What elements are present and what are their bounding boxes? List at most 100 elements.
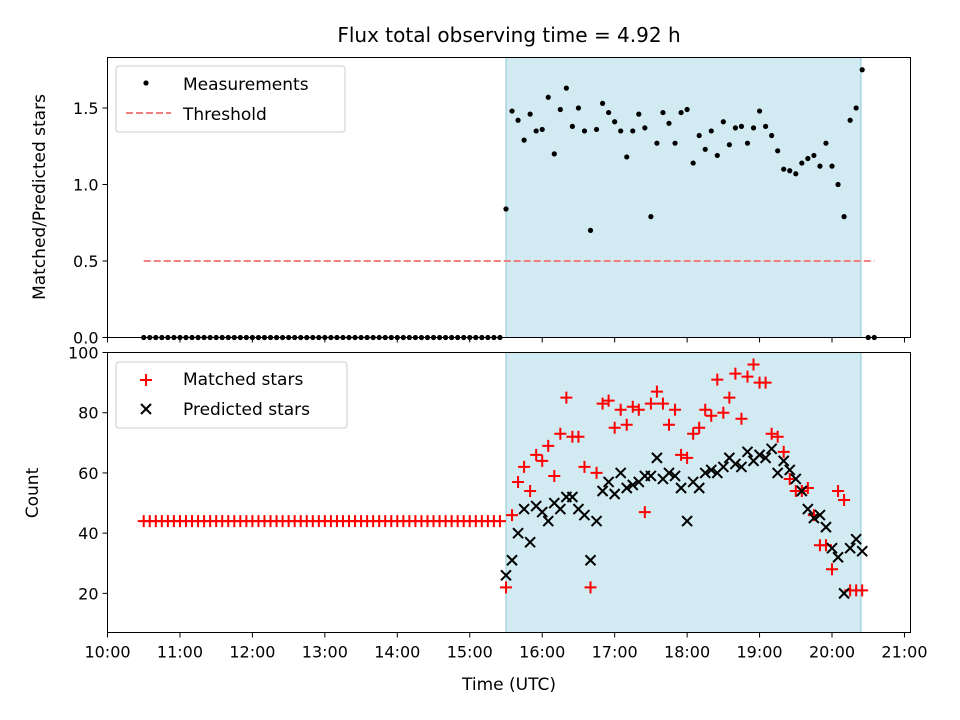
measurements-legend-label: Measurements: [183, 75, 309, 95]
top-legend-box: [115, 65, 346, 133]
predicted-star-point: [669, 470, 681, 482]
measurement-point: [557, 106, 563, 113]
matched-star-point: [759, 376, 772, 389]
x-tick-label: 17:00: [592, 643, 638, 662]
x-tick-label: 12:00: [229, 643, 275, 662]
measurement-point: [769, 132, 775, 139]
predicted-star-point: [838, 587, 850, 600]
matched-star-point: [542, 439, 555, 452]
matched-star-point: [669, 403, 682, 416]
matched-star-point: [650, 385, 663, 398]
matched-star-point: [632, 403, 645, 416]
measurement-point: [654, 140, 660, 146]
measurement-point: [666, 120, 672, 126]
measurement-point: [811, 152, 817, 159]
bottom-x-axis: 10:00 11:00 12:00 13:00 14:00 15:00 16:00 17:00…: [84, 632, 928, 662]
matched-star-point: [596, 397, 609, 410]
x-axis-label: Time (UTC): [461, 675, 556, 695]
measurement-point: [708, 128, 714, 134]
measurement-point: [606, 109, 612, 116]
measurement-point: [672, 140, 678, 146]
x-tick-label: 16:00: [519, 643, 565, 662]
matched-star-point: [681, 451, 694, 464]
measurement-point: [744, 140, 751, 146]
measurement-point: [714, 152, 720, 159]
predicted-star-point: [512, 527, 524, 539]
predicted-star-point: [808, 512, 820, 524]
matched-star-point: [711, 373, 724, 386]
matched-star-point: [554, 427, 567, 440]
measurement-point: [624, 154, 630, 160]
matched-star-point: [518, 460, 531, 473]
matched-star-point: [608, 421, 621, 434]
matched-star-point: [548, 469, 561, 482]
predicted-star-point: [778, 455, 790, 467]
matched-star-point: [856, 584, 869, 597]
predicted-stars-legend-label: Predicted stars: [183, 400, 310, 420]
predicted-star-point: [735, 461, 748, 473]
matched-star-point: [512, 475, 525, 488]
predicted-star-point: [596, 485, 609, 497]
predicted-star-point: [518, 503, 530, 515]
bottom-legend-box: [115, 361, 348, 429]
chart-title: Flux total observing time = 4.92 h: [337, 23, 680, 47]
matched-star-point: [614, 403, 627, 416]
matched-star-point: [626, 400, 639, 413]
measurement-point: [696, 132, 702, 139]
top-y-tick-label: 0.0: [73, 329, 98, 348]
measurement-point: [787, 168, 793, 174]
measurement-point: [817, 163, 823, 169]
matched-star-point: [638, 506, 651, 519]
bottom-panel: 20 40 60 80 100 10:00 11:00 12:00 13:00 14:00 15:…: [23, 344, 928, 695]
measurement-point: [853, 105, 859, 111]
x-tick-label: 11:00: [157, 643, 203, 662]
x-tick-label: 13:00: [302, 643, 348, 662]
measurement-point: [563, 85, 569, 91]
bottom-y-tick-label: 40: [78, 524, 98, 543]
matched-star-point: [584, 581, 597, 594]
bottom-plot-frame: [107, 352, 911, 633]
predicted-star-point: [590, 515, 603, 527]
measurement-point: [593, 126, 600, 133]
measurement-point: [503, 206, 509, 212]
bottom-y-tick-label: 60: [78, 464, 98, 483]
predicted-star-point: [542, 515, 554, 527]
predicted-star-point: [645, 470, 657, 482]
matched-star-point: [723, 391, 736, 404]
measurement-point: [793, 171, 799, 177]
measurement-point: [581, 128, 588, 134]
predicted-star-point: [566, 491, 579, 503]
predicted-star-point: [699, 467, 711, 479]
matched-star-point: [838, 494, 851, 507]
predicted-star-point: [627, 479, 639, 491]
measurement-point: [823, 140, 829, 146]
measurement-point: [636, 111, 642, 117]
predicted-star-point: [621, 482, 633, 494]
x-tick-label: 14:00: [374, 643, 420, 662]
measurement-point: [732, 125, 739, 131]
measurement-point: [684, 106, 690, 113]
matched-star-point: [735, 412, 748, 425]
matched-star-point: [765, 427, 778, 440]
predicted-star-point: [584, 554, 597, 566]
predicted-star-point: [614, 467, 627, 479]
measurement-point: [702, 146, 708, 152]
top-y-tick-label: 0.5: [73, 252, 98, 271]
x-tick-label: 18:00: [664, 643, 710, 662]
matched-star-point: [832, 484, 845, 497]
measurement-point: [533, 128, 539, 134]
predicted-star-point: [856, 545, 868, 557]
predicted-star-point: [814, 509, 826, 521]
predicted-star-point: [753, 449, 766, 461]
predicted-star-point: [729, 458, 742, 470]
predicted-star-point: [602, 476, 615, 488]
measurement-point: [509, 108, 515, 114]
matched-star-point: [506, 509, 519, 522]
bottom-y-tick-label: 100: [68, 344, 99, 363]
measurement-point: [648, 214, 654, 220]
x-tick-label: 10:00: [84, 643, 130, 662]
matched-star-point: [729, 367, 742, 380]
predicted-star-point: [536, 506, 548, 518]
measurement-point: [630, 128, 636, 134]
